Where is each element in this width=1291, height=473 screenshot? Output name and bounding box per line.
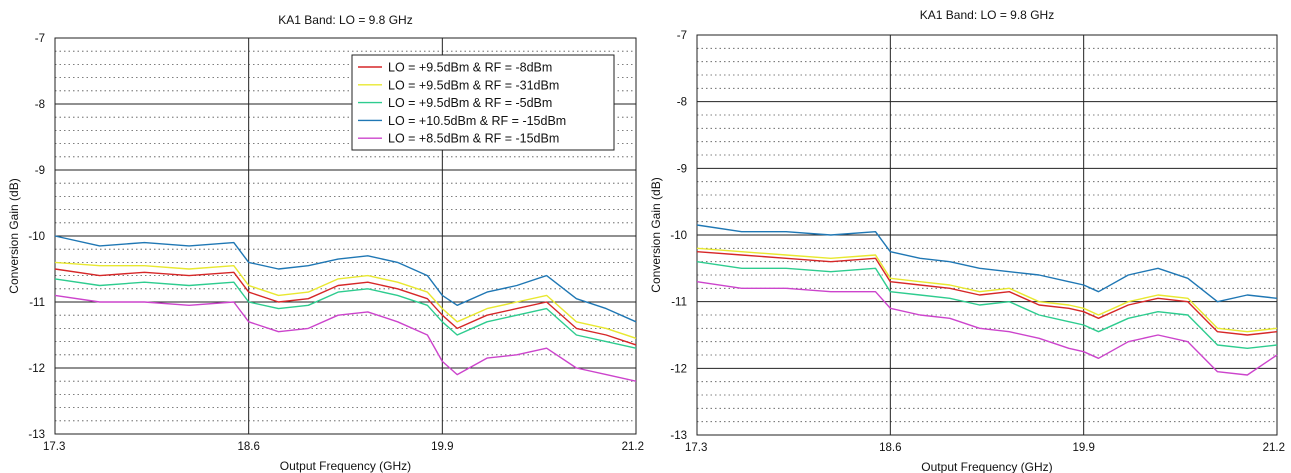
legend: LO = +9.5dBm & RF = -8dBm LO = +9.5dBm & … [351,54,615,151]
legend-label: LO = +9.5dBm & RF = -31dBm [388,78,559,92]
series-line-1 [54,268,637,346]
legend-label: LO = +10.5dBm & RF = -15dBm [388,114,566,128]
y-tick-label: -10 [670,230,687,242]
series-line-3 [54,278,637,349]
series-line-4 [54,235,637,323]
plot-frame [696,34,1278,436]
legend-box [351,54,615,151]
y-tick-label: -10 [28,231,45,243]
x-tick-label: 17.3 [43,441,65,453]
y-tick-label: -9 [677,163,687,175]
legend-label: LO = +8.5dBm & RF = -15dBm [388,132,559,146]
x-tick-label: 18.6 [879,442,901,454]
series-line-2 [696,247,1278,333]
y-tick-label: -7 [35,33,45,45]
x-axis-label: Output Frequency (GHz) [921,460,1052,473]
y-tick-label: -11 [29,297,45,309]
y-tick-label: -8 [677,97,687,109]
series-line-4 [696,261,1278,349]
y-tick-label: -7 [677,30,687,42]
y-tick-label: -13 [28,429,45,441]
x-tick-label: 18.6 [237,441,259,453]
chart-right: -13 -12 -11 -10 -9 -8 -7 17.3 18.6 19.9 21.2 KA1 Ba… [649,8,1285,473]
y-tick-label: -9 [35,165,45,177]
series-line-2 [54,261,637,339]
series-line-5 [696,281,1278,376]
y-axis-label: Conversion Gain (dB) [7,178,21,293]
legend-label: LO = +9.5dBm & RF = -8dBm [388,61,552,75]
chart-title: KA1 Band: LO = 9.8 GHz [278,13,412,27]
x-tick-label: 17.3 [685,442,707,454]
series-line-1 [696,224,1278,303]
series-line-3 [696,251,1278,336]
y-tick-label: -13 [670,430,687,442]
legend-label: LO = +9.5dBm & RF = -5dBm [388,96,552,110]
chart-title: KA1 Band: LO = 9.8 GHz [920,8,1054,22]
y-tick-label: -8 [35,99,45,111]
y-tick-label: -12 [670,363,687,375]
series-line-5 [54,294,637,382]
y-tick-label: -12 [28,363,45,375]
x-tick-label: 19.9 [431,441,453,453]
chart-left: -13 -12 -11 -10 -9 -8 -7 17.3 18.6 19.9 21.2 KA1 Ba… [7,13,644,473]
y-axis-label: Conversion Gain (dB) [649,177,663,292]
y-tick-label: -11 [671,297,687,309]
x-tick-label: 21.2 [1263,442,1285,454]
x-tick-label: 19.9 [1072,442,1094,454]
x-axis-label: Output Frequency (GHz) [280,459,411,473]
x-tick-label: 21.2 [622,441,644,453]
